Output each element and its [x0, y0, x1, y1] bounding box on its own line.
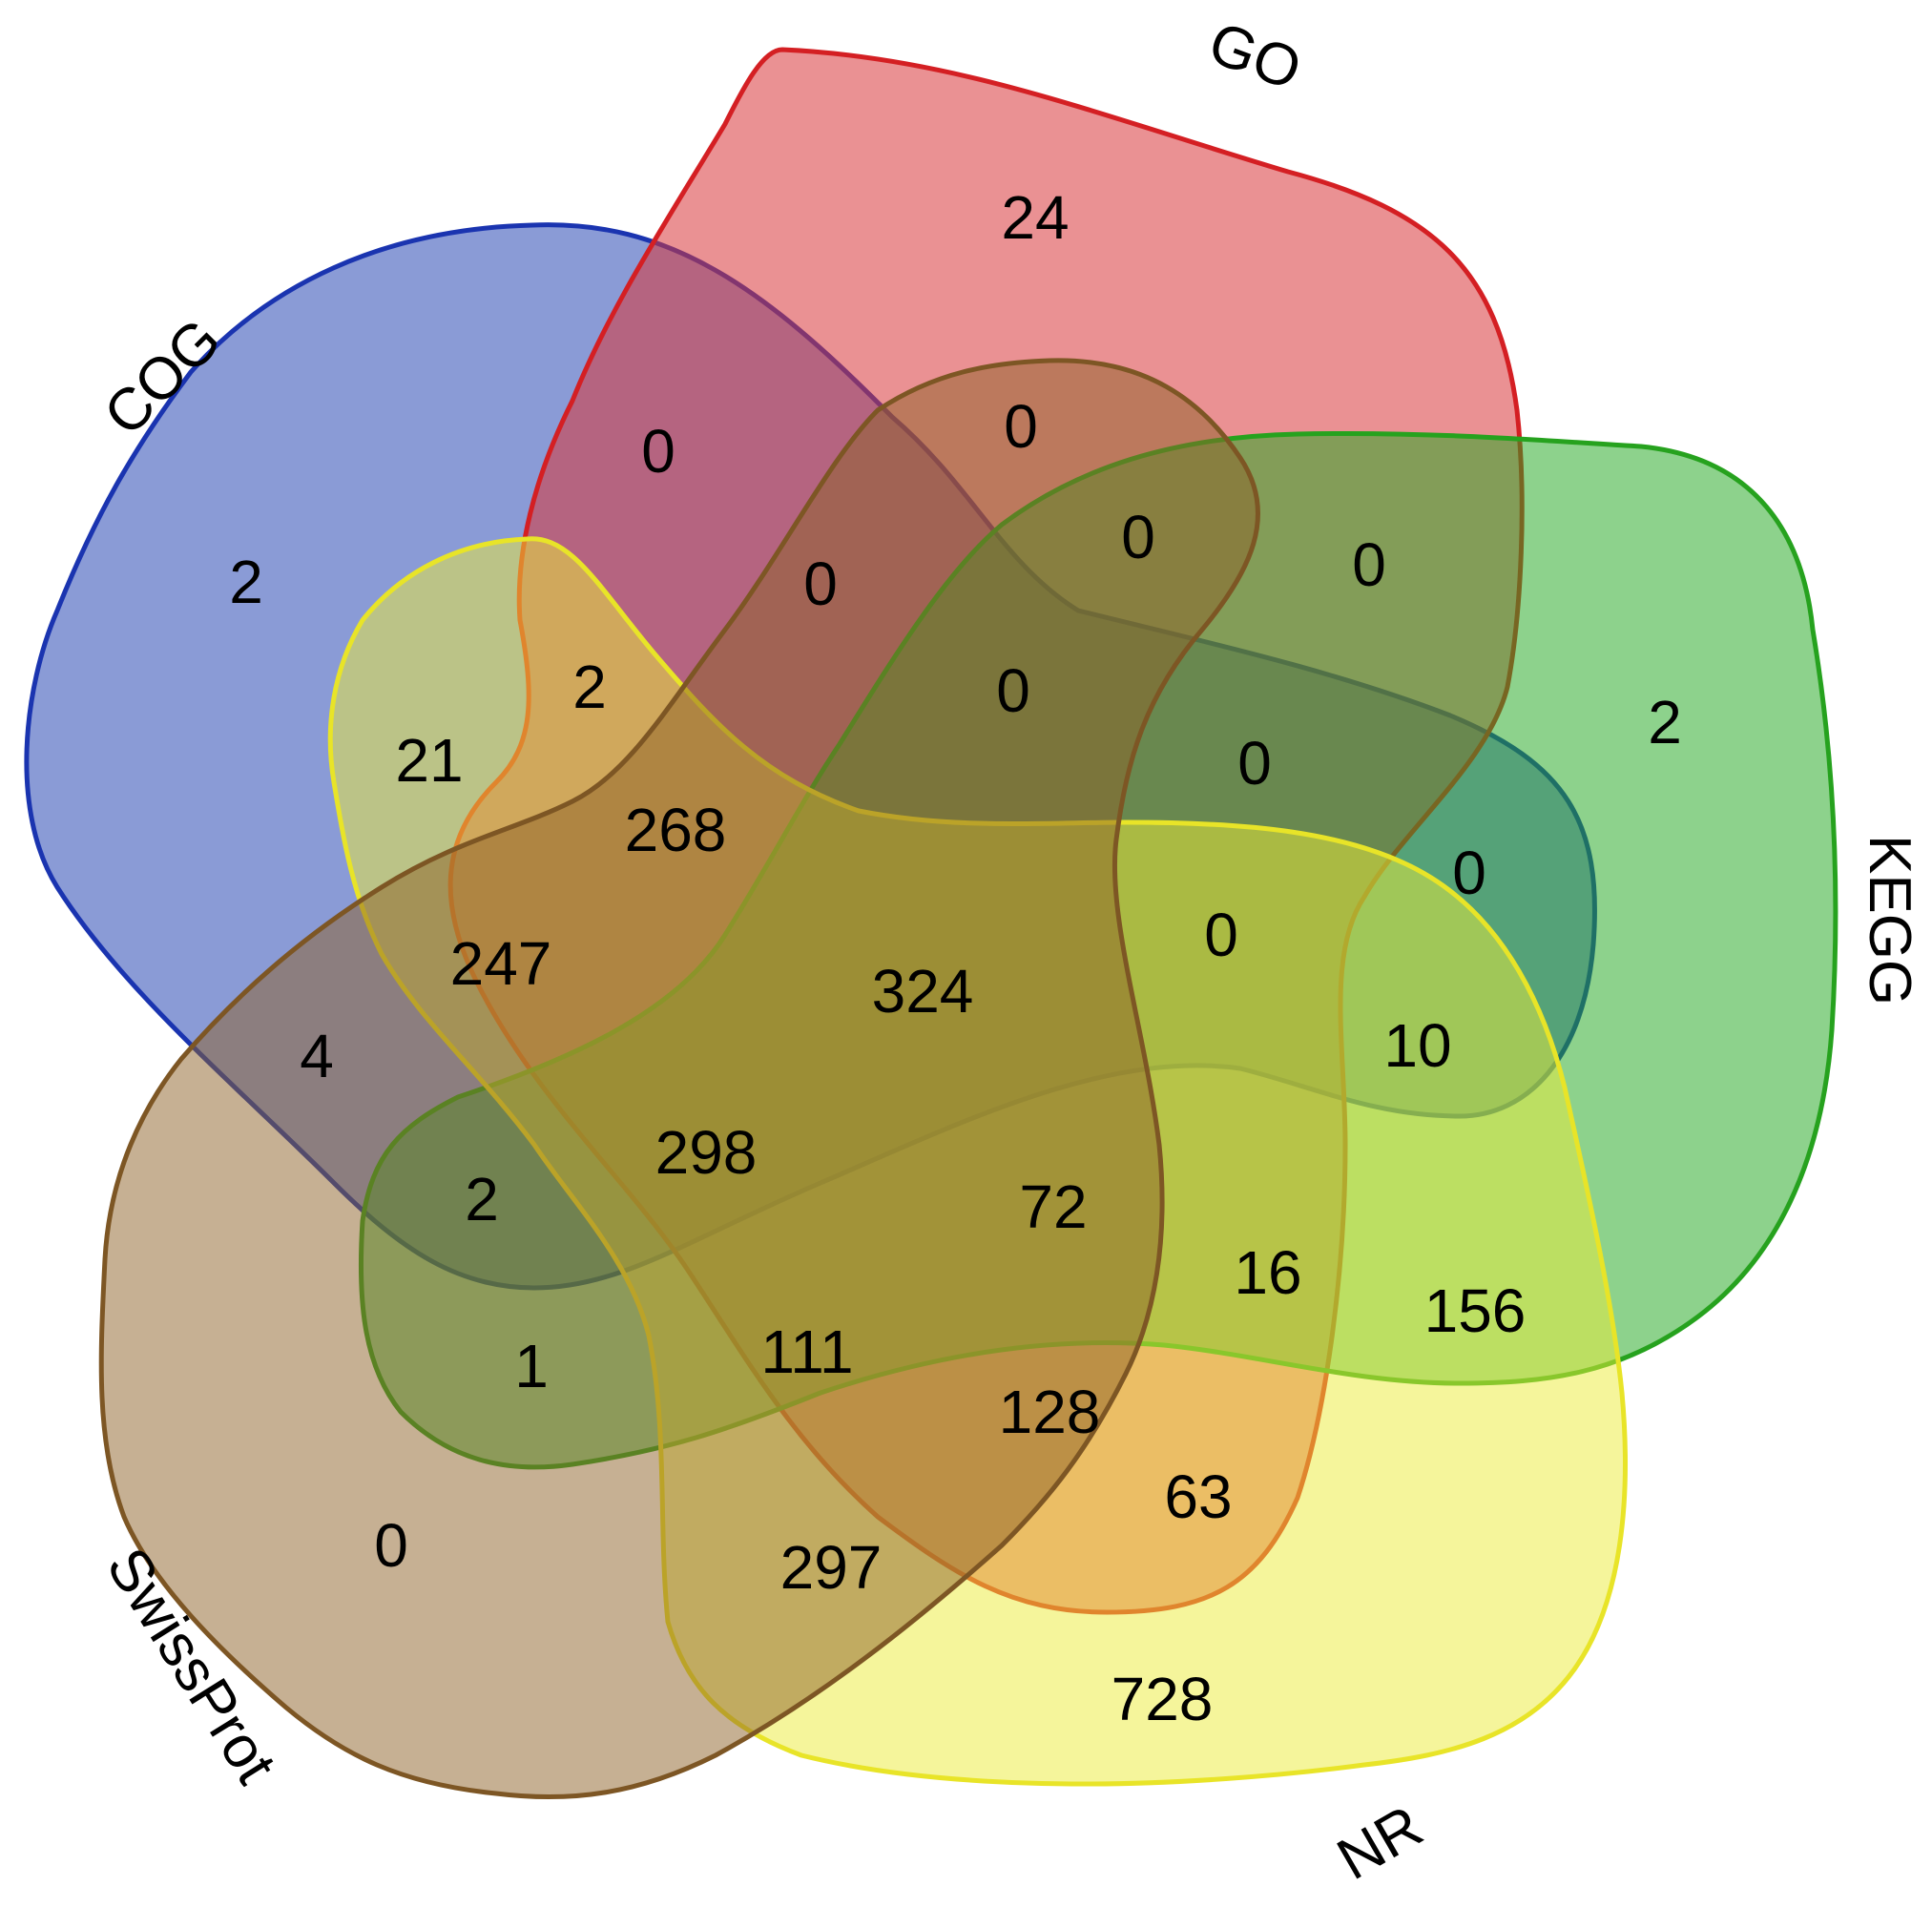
- region-count-go-kegg: 0: [1352, 530, 1386, 599]
- region-count-cog-go-nr-swissprot: 268: [625, 796, 727, 864]
- region-count-cog: 2: [229, 548, 263, 616]
- region-count-cog-kegg-nr-swissprot: 298: [655, 1118, 758, 1187]
- region-count-go-kegg-swissprot: 0: [1121, 503, 1155, 571]
- region-count-nr: 728: [1111, 1665, 1214, 1733]
- region-count-swissprot: 0: [374, 1511, 408, 1580]
- region-count-go-kegg-nr: 16: [1234, 1238, 1301, 1307]
- region-count-go-kegg-nr-swissprot: 72: [1019, 1172, 1087, 1241]
- region-count-kegg: 2: [1648, 688, 1682, 757]
- region-count-cog-go: 0: [641, 417, 675, 486]
- region-count-cog-kegg: 0: [1452, 839, 1486, 907]
- region-count-go-nr: 63: [1164, 1462, 1232, 1531]
- region-count-nr-swissprot: 297: [780, 1533, 883, 1602]
- region-count-cog-go-kegg-nr: 0: [1204, 901, 1238, 969]
- region-count-cog-go-kegg: 0: [1237, 729, 1272, 798]
- region-count-cog-kegg-swissprot: 2: [465, 1165, 499, 1233]
- set-label-kegg: KEGG: [1857, 835, 1922, 1005]
- region-count-go-swissprot: 0: [1004, 392, 1038, 461]
- region-count-cog-kegg-nr: 10: [1383, 1011, 1451, 1080]
- region-count-cog-go-nr: 2: [572, 653, 607, 721]
- region-count-kegg-nr-swissprot: 111: [760, 1317, 853, 1386]
- region-count-go-nr-swissprot: 128: [999, 1378, 1101, 1446]
- region-count-cog-nr: 21: [395, 726, 463, 795]
- set-swissprot-shape: [98, 358, 1261, 1800]
- set-label-go: GO: [1200, 10, 1309, 103]
- region-count-kegg-nr: 156: [1424, 1276, 1527, 1345]
- region-count-cog-nr-swissprot: 247: [450, 929, 552, 998]
- region-count-cog-go-kegg-nr-swissprot: 324: [872, 957, 974, 1026]
- region-count-go: 24: [1001, 183, 1069, 252]
- region-count-kegg-swissprot: 1: [514, 1332, 549, 1400]
- region-count-cog-go-kegg-swissprot: 0: [996, 656, 1030, 725]
- set-label-nr: NR: [1327, 1793, 1434, 1894]
- region-count-cog-swissprot: 4: [300, 1022, 334, 1090]
- region-count-cog-go-swissprot: 0: [803, 549, 838, 618]
